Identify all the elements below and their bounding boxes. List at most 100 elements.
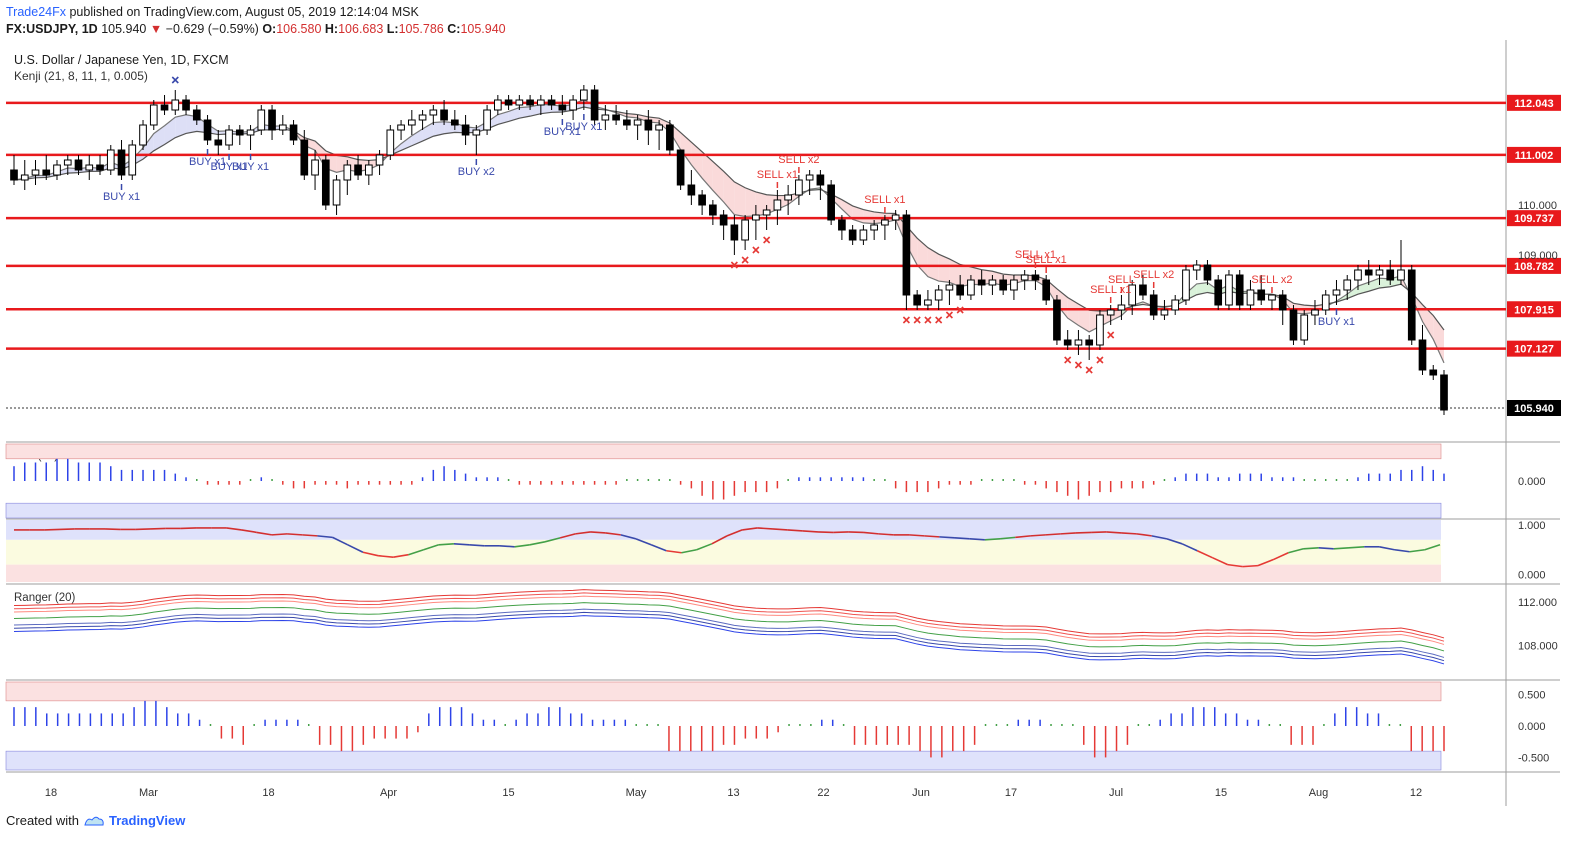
candle-up[interactable] (343, 164, 352, 181)
candle-down[interactable] (117, 149, 126, 176)
candle-up[interactable] (1171, 299, 1180, 311)
candle-up[interactable] (924, 299, 932, 306)
candle-down[interactable] (709, 204, 717, 216)
candle-up[interactable] (934, 289, 943, 301)
tradingview-brand-link[interactable]: TradingView (108, 813, 186, 828)
candle-down[interactable] (1278, 294, 1287, 311)
candle-down[interactable] (1418, 339, 1427, 371)
chart-canvas[interactable]: 112.043 111.002 109.737 108.782 107.915 107.1… (0, 40, 1588, 806)
candle-up[interactable] (1010, 279, 1018, 291)
candle-down[interactable] (547, 99, 556, 106)
candle-down[interactable] (719, 214, 728, 226)
candle-up[interactable] (20, 174, 29, 181)
candle-up[interactable] (386, 129, 395, 156)
candle-down[interactable] (526, 99, 534, 106)
candle-down[interactable] (321, 159, 330, 206)
candle-up[interactable] (332, 179, 341, 206)
candle-up[interactable] (601, 114, 610, 121)
candle-up[interactable] (1300, 314, 1309, 341)
candle-up[interactable] (375, 154, 384, 166)
candle-up[interactable] (53, 164, 61, 176)
candle-up[interactable] (741, 219, 749, 241)
candle-down[interactable] (214, 139, 223, 146)
candle-up[interactable] (1192, 264, 1201, 271)
candle-up[interactable] (1074, 339, 1083, 346)
candle-up[interactable] (364, 164, 373, 176)
candle-up[interactable] (139, 124, 147, 146)
candle-up[interactable] (859, 229, 868, 241)
candle-up[interactable] (128, 144, 137, 176)
candle-up[interactable] (149, 104, 158, 126)
candle-up[interactable] (1020, 274, 1029, 281)
candle-up[interactable] (1354, 269, 1362, 281)
candle-up[interactable] (429, 109, 438, 116)
candle-up[interactable] (805, 174, 814, 181)
candle-down[interactable] (268, 109, 276, 131)
candle-up[interactable] (1332, 289, 1341, 296)
candle-up[interactable] (1128, 284, 1137, 306)
candle-up[interactable] (85, 164, 94, 171)
candle-down[interactable] (182, 99, 190, 111)
candle-down[interactable] (590, 89, 599, 121)
candle-down[interactable] (956, 284, 964, 296)
candle-down[interactable] (676, 149, 685, 186)
candle-up[interactable] (1182, 269, 1190, 301)
candle-up[interactable] (762, 209, 771, 216)
candle-up[interactable] (257, 109, 266, 131)
candle-down[interactable] (1053, 299, 1061, 341)
candle-down[interactable] (1063, 339, 1072, 346)
candle-up[interactable] (633, 119, 642, 126)
candle-up[interactable] (311, 159, 319, 176)
candle-up[interactable] (773, 199, 782, 211)
candle-down[interactable] (235, 129, 244, 136)
candle-down[interactable] (1214, 279, 1223, 306)
candle-down[interactable] (1149, 294, 1158, 316)
candle-down[interactable] (10, 169, 18, 181)
candle-down[interactable] (1407, 269, 1416, 341)
candle-up[interactable] (580, 89, 588, 101)
candle-up[interactable] (483, 109, 491, 131)
candle-up[interactable] (1117, 304, 1126, 311)
candle-up[interactable] (63, 159, 72, 166)
candle-down[interactable] (1386, 269, 1395, 281)
publisher-name[interactable]: Trade24Fx (6, 5, 66, 19)
candle-down[interactable] (698, 194, 706, 206)
candle-down[interactable] (300, 139, 309, 176)
candle-up[interactable] (752, 214, 760, 221)
candle-down[interactable] (504, 99, 513, 106)
candle-down[interactable] (1042, 279, 1051, 301)
candle-up[interactable] (870, 224, 878, 231)
candle-down[interactable] (1031, 274, 1040, 281)
candle-down[interactable] (827, 184, 835, 221)
candle-down[interactable] (354, 164, 362, 176)
candle-up[interactable] (1096, 314, 1104, 346)
candle-down[interactable] (1289, 309, 1298, 341)
candle-down[interactable] (687, 184, 696, 196)
candle-up[interactable] (171, 99, 180, 111)
candle-down[interactable] (1139, 284, 1147, 296)
candle-up[interactable] (1311, 309, 1319, 316)
candle-down[interactable] (1203, 264, 1212, 281)
candle-up[interactable] (1106, 309, 1115, 316)
candle-down[interactable] (913, 294, 921, 306)
candle-up[interactable] (655, 124, 663, 131)
candle-down[interactable] (1257, 289, 1266, 301)
candle-up[interactable] (278, 124, 287, 131)
candle-up[interactable] (1268, 294, 1276, 301)
candle-up[interactable] (246, 129, 255, 136)
candle-up[interactable] (225, 129, 233, 146)
candle-down[interactable] (1364, 269, 1373, 276)
candle-down[interactable] (1440, 374, 1448, 411)
candle-down[interactable] (838, 219, 846, 231)
candle-down[interactable] (461, 124, 470, 136)
candle-down[interactable] (96, 164, 104, 171)
candle-down[interactable] (160, 104, 169, 111)
candle-down[interactable] (42, 169, 51, 176)
candle-down[interactable] (623, 119, 631, 126)
candle-up[interactable] (397, 124, 405, 131)
candle-down[interactable] (1235, 274, 1244, 306)
candle-down[interactable] (289, 124, 298, 141)
candle-down[interactable] (644, 119, 653, 131)
candle-up[interactable] (1225, 274, 1233, 306)
candle-up[interactable] (988, 279, 997, 286)
